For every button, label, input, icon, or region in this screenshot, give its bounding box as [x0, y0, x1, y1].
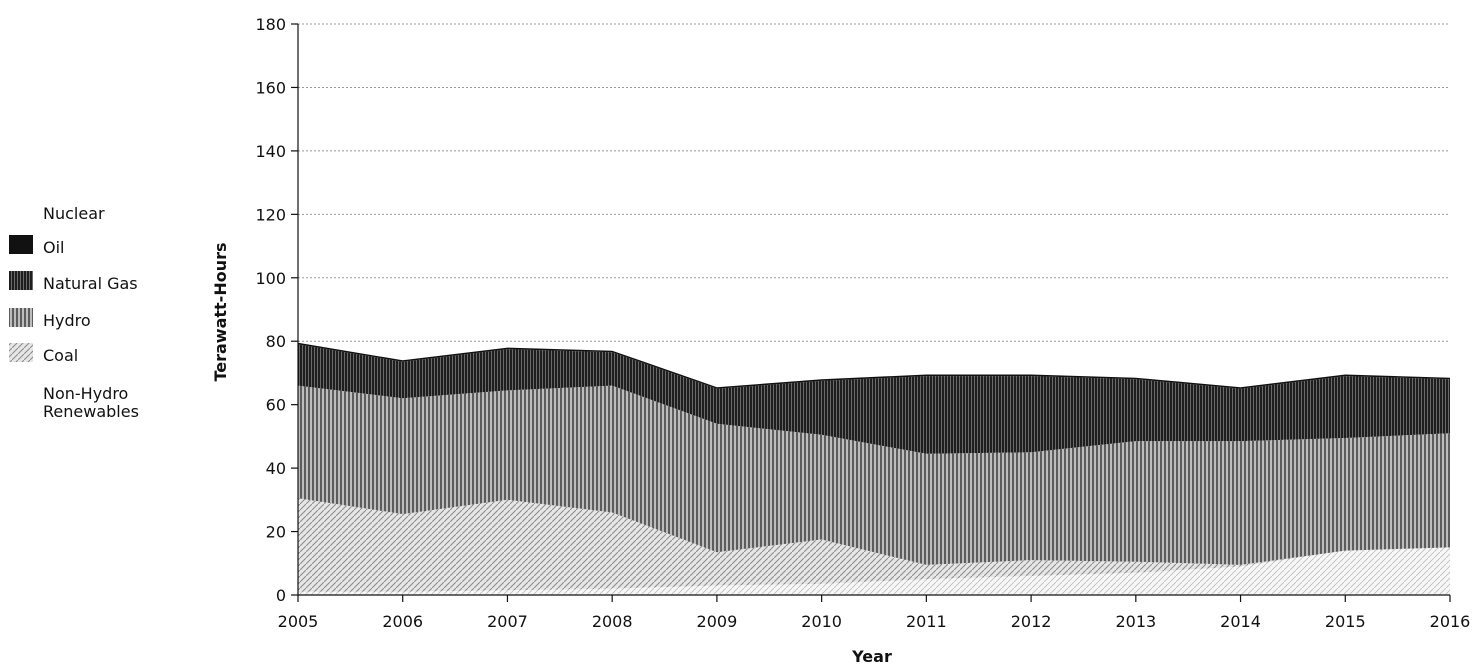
x-tick-label: 2007 [487, 612, 528, 631]
y-tick-label: 160 [255, 78, 286, 97]
x-tick-label: 2011 [906, 612, 947, 631]
y-tick-label: 120 [255, 205, 286, 224]
legend-label: Renewables [43, 402, 139, 421]
x-axis-title: Year [851, 647, 892, 666]
y-axis-title: Terawatt-Hours [211, 242, 230, 381]
legend: Nuclear Oil Natural Gas Hydro Coal Non-HydroR… [9, 204, 139, 421]
x-tick-label: 2010 [801, 612, 842, 631]
x-tick-label: 2006 [382, 612, 423, 631]
x-tick-label: 2012 [1011, 612, 1052, 631]
x-tick-label: 2014 [1220, 612, 1261, 631]
area-layer [298, 342, 1450, 595]
legend-item-hydro: Hydro [9, 308, 91, 330]
area-natural-gas [298, 344, 1450, 454]
x-tick-label: 2013 [1115, 612, 1156, 631]
y-tick-label: 20 [266, 523, 286, 542]
x-tick-label: 2016 [1430, 612, 1471, 631]
y-tick-label: 40 [266, 459, 286, 478]
axes: 0 20 40 60 80 100 120 140 160 180 2005 2006 2007 2008… [255, 15, 1470, 631]
x-tick-label: 2008 [592, 612, 633, 631]
area-coal [298, 498, 1450, 592]
y-tick-label: 0 [276, 586, 286, 605]
legend-swatch [9, 308, 33, 327]
y-tick-label: 140 [255, 142, 286, 161]
legend-label: Natural Gas [43, 274, 138, 293]
y-tick-label: 80 [266, 332, 286, 351]
legend-label: Hydro [43, 311, 91, 330]
area-non-hydro-renewables [298, 547, 1450, 595]
legend-label: Nuclear [43, 204, 105, 223]
x-tick-label: 2005 [278, 612, 319, 631]
legend-item-coal: Coal [9, 343, 78, 365]
legend-swatch [9, 271, 33, 290]
area-hydro [298, 385, 1450, 565]
y-tick-label: 100 [255, 269, 286, 288]
y-tick-label: 60 [266, 396, 286, 415]
legend-label: Coal [43, 346, 78, 365]
y-tick-label: 180 [255, 15, 286, 34]
legend-item-oil: Oil [9, 235, 64, 257]
legend-label: Non-Hydro [43, 384, 128, 403]
legend-item-nuclear: Nuclear [43, 204, 105, 223]
legend-item-natural-gas: Natural Gas [9, 271, 138, 293]
x-tick-label: 2015 [1325, 612, 1366, 631]
legend-label: Oil [43, 238, 64, 257]
x-tick-label: 2009 [697, 612, 738, 631]
legend-swatch [9, 343, 33, 362]
legend-swatch [9, 235, 33, 254]
